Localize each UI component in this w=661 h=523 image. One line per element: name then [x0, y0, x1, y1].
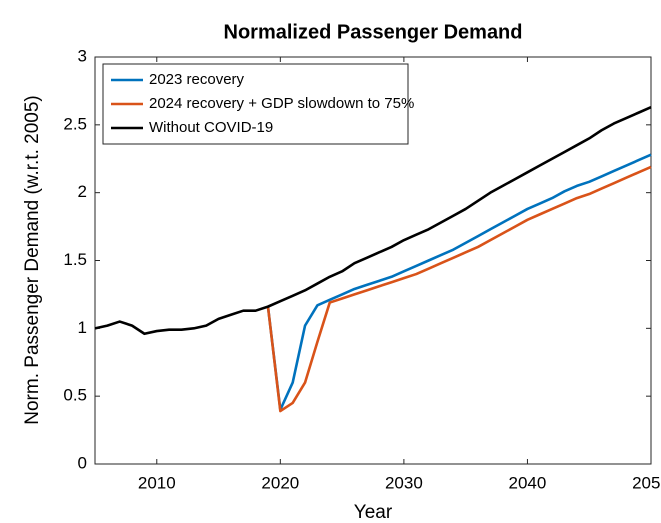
legend-label: 2023 recovery — [149, 71, 245, 88]
y-tick-label: 2 — [78, 182, 87, 201]
x-tick-label: 2040 — [509, 473, 547, 492]
y-tick-label: 2.5 — [63, 114, 87, 133]
y-tick-label: 0.5 — [63, 386, 87, 405]
legend-label: Without COVID-19 — [149, 119, 273, 136]
legend-label: 2024 recovery + GDP slowdown to 75% — [149, 95, 414, 112]
chart-title: Normalized Passenger Demand — [224, 21, 523, 43]
data-line — [266, 165, 652, 413]
x-tick-label: 2050 — [632, 473, 661, 492]
y-tick-label: 3 — [78, 46, 87, 65]
x-axis-label: Year — [354, 502, 393, 523]
y-tick-label: 0 — [78, 453, 87, 472]
y-tick-label: 1 — [78, 318, 87, 337]
data-line — [94, 106, 652, 336]
x-tick-label: 2020 — [261, 473, 299, 492]
legend-box — [102, 63, 409, 145]
x-tick-label: 2030 — [385, 473, 423, 492]
data-line — [266, 153, 652, 412]
y-tick-label: 1.5 — [63, 250, 87, 269]
x-tick-label: 2010 — [138, 473, 176, 492]
y-axis-label: Norm. Passenger Demand (w.r.t. 2005) — [22, 95, 43, 424]
